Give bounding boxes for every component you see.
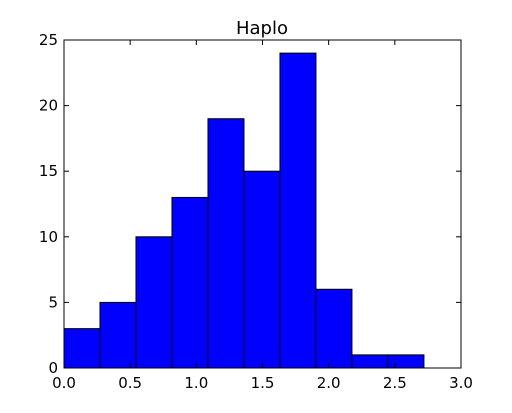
- x-tick-label-3: 1.5: [251, 374, 275, 392]
- histogram-bar-6: [279, 52, 317, 369]
- x-tick-label-4: 2.0: [317, 374, 341, 392]
- histogram-bar-1: [99, 301, 137, 369]
- histogram-bar-9: [387, 354, 425, 369]
- y-tick-label-5: 25: [39, 31, 58, 49]
- histogram-bar-0: [63, 328, 101, 369]
- histogram-bar-3: [171, 196, 209, 369]
- y-tick-label-4: 20: [39, 97, 58, 115]
- histogram-bar-5: [243, 170, 281, 369]
- ticks-layer: 0.0 0.5 1.0 1.5 2.0 2.5 3.0 0 5 10 15 20 25: [39, 31, 473, 392]
- x-tick-label-1: 0.5: [118, 374, 142, 392]
- bars-layer: [63, 52, 425, 369]
- y-tick-label-3: 15: [39, 162, 58, 180]
- x-tick-label-5: 2.5: [383, 374, 407, 392]
- x-tick-label-6: 3.0: [449, 374, 473, 392]
- chart-title: Haplo: [236, 18, 288, 39]
- histogram-bar-4: [207, 118, 245, 369]
- y-tick-label-2: 10: [39, 228, 58, 246]
- x-tick-label-0: 0.0: [52, 374, 76, 392]
- histogram-bar-7: [315, 288, 353, 369]
- y-tick-label-0: 0: [48, 359, 58, 377]
- x-tick-label-2: 1.0: [184, 374, 208, 392]
- histogram-bar-2: [135, 236, 173, 369]
- histogram-bar-8: [351, 354, 389, 369]
- y-tick-label-1: 5: [48, 293, 58, 311]
